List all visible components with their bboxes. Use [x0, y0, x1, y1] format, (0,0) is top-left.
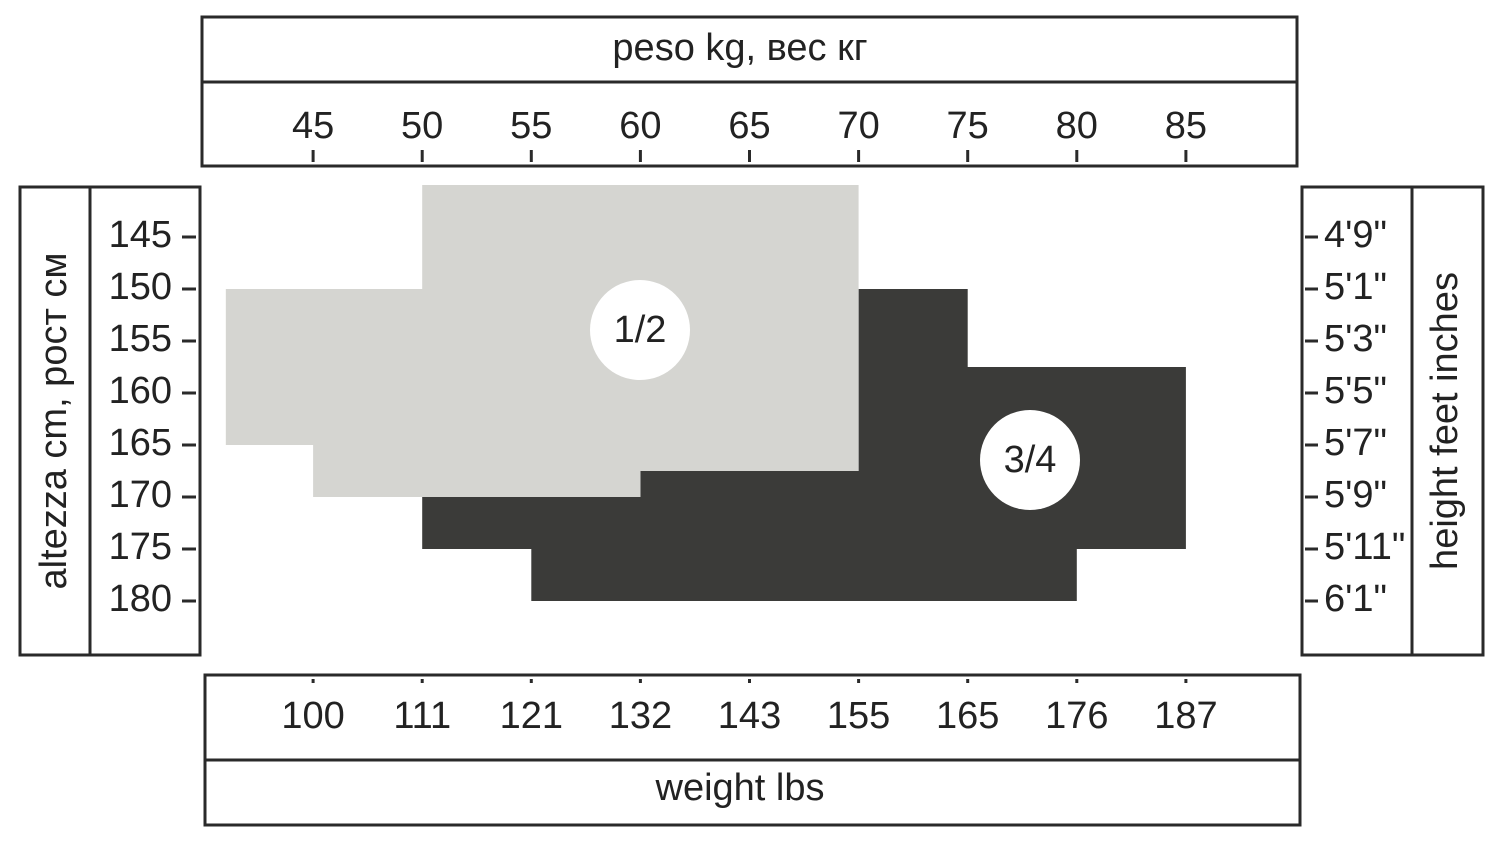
y2-tick-label: 6'1"	[1324, 578, 1387, 620]
x-tick-label: 75	[947, 105, 989, 147]
y-tick-label: 155	[109, 318, 172, 360]
y2-tick-label: 5'7"	[1324, 422, 1387, 464]
y-tick-label: 170	[109, 474, 172, 516]
x-tick-label: 70	[837, 105, 879, 147]
x-tick-label: 65	[728, 105, 770, 147]
y2-tick-label: 4'9"	[1324, 214, 1387, 256]
right-axis-box	[1300, 185, 1485, 657]
size-badge	[980, 410, 1080, 510]
size-badge	[590, 280, 690, 380]
y-tick-label: 175	[109, 526, 172, 568]
x2-tick-label: 100	[281, 695, 344, 737]
y-tick-label: 145	[109, 214, 172, 256]
top-axis-title: peso kg, вес кг	[612, 27, 867, 69]
y2-tick-label: 5'1"	[1324, 266, 1387, 308]
y2-tick-label: 5'5"	[1324, 370, 1387, 412]
x-tick-label: 85	[1165, 105, 1207, 147]
top-axis-box	[200, 15, 1299, 168]
x2-tick-label: 155	[827, 695, 890, 737]
left-axis-title: altezza cm, рост см	[33, 252, 75, 589]
size-label: 1/2	[614, 309, 667, 351]
left-axis-box	[18, 185, 202, 657]
x2-tick-label: 176	[1045, 695, 1108, 737]
x2-tick-label: 111	[393, 695, 451, 737]
y-tick-label: 180	[109, 578, 172, 620]
x-tick-label: 60	[619, 105, 661, 147]
bottom-axis-box	[203, 673, 1302, 827]
x2-tick-label: 165	[936, 695, 999, 737]
bottom-axis-title: weight lbs	[655, 767, 825, 809]
x2-tick-label: 121	[500, 695, 563, 737]
size-region	[422, 289, 1186, 601]
x-tick-label: 55	[510, 105, 552, 147]
y-tick-label: 150	[109, 266, 172, 308]
x2-tick-label: 132	[609, 695, 672, 737]
size-label: 3/4	[1004, 439, 1057, 481]
x2-tick-label: 143	[718, 695, 781, 737]
x-tick-label: 80	[1056, 105, 1098, 147]
y-tick-label: 165	[109, 422, 172, 464]
x2-tick-label: 187	[1154, 695, 1217, 737]
y2-tick-label: 5'3"	[1324, 318, 1387, 360]
y2-tick-label: 5'9"	[1324, 474, 1387, 516]
x-tick-label: 45	[292, 105, 334, 147]
x-tick-label: 50	[401, 105, 443, 147]
y-tick-label: 160	[109, 370, 172, 412]
y2-tick-label: 5'11"	[1324, 526, 1405, 568]
right-axis-title: height feet inches	[1424, 272, 1466, 570]
size-region	[225, 185, 859, 497]
